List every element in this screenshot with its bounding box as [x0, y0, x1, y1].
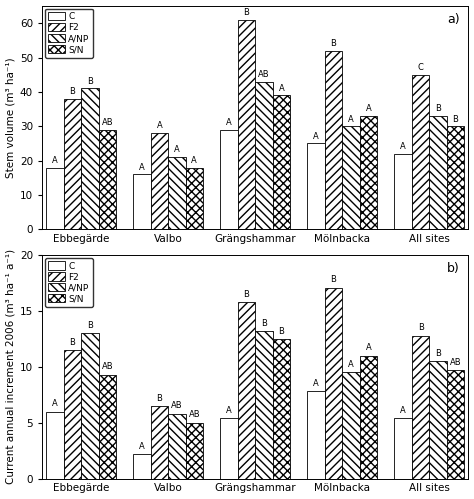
- Bar: [447, 370, 464, 479]
- Bar: [342, 372, 360, 479]
- Text: A: A: [174, 145, 180, 154]
- Bar: [360, 116, 377, 230]
- Text: A: A: [52, 399, 58, 408]
- Text: AB: AB: [101, 118, 113, 127]
- Bar: [220, 418, 238, 479]
- Bar: [394, 154, 412, 230]
- Legend: C, F2, A/NP, S/N: C, F2, A/NP, S/N: [45, 258, 93, 307]
- Text: C: C: [418, 63, 423, 72]
- Text: b): b): [447, 262, 460, 275]
- Bar: [64, 350, 81, 479]
- Bar: [168, 414, 186, 479]
- Text: A: A: [226, 118, 232, 127]
- Bar: [325, 287, 342, 479]
- Legend: C, F2, A/NP, S/N: C, F2, A/NP, S/N: [45, 8, 93, 58]
- Text: B: B: [453, 114, 458, 124]
- Bar: [220, 130, 238, 230]
- Text: A: A: [139, 442, 145, 451]
- Text: A: A: [156, 121, 163, 130]
- Bar: [46, 412, 64, 479]
- Text: A: A: [278, 83, 284, 93]
- Bar: [99, 130, 116, 230]
- Y-axis label: Current annual increment 2006 (m³ ha⁻¹ a⁻¹): Current annual increment 2006 (m³ ha⁻¹ a…: [6, 250, 16, 485]
- Text: AB: AB: [101, 362, 113, 371]
- Bar: [168, 157, 186, 230]
- Bar: [46, 168, 64, 230]
- Bar: [447, 126, 464, 230]
- Bar: [81, 333, 99, 479]
- Text: A: A: [348, 360, 354, 369]
- Text: A: A: [401, 142, 406, 151]
- Text: A: A: [365, 343, 371, 352]
- Bar: [273, 339, 290, 479]
- Text: A: A: [226, 406, 232, 415]
- Bar: [429, 361, 447, 479]
- Bar: [394, 418, 412, 479]
- Bar: [133, 174, 151, 230]
- Bar: [133, 454, 151, 479]
- Bar: [325, 50, 342, 230]
- Text: B: B: [261, 319, 267, 328]
- Text: B: B: [244, 290, 249, 299]
- Text: B: B: [87, 321, 93, 330]
- Bar: [99, 375, 116, 479]
- Bar: [412, 336, 429, 479]
- Bar: [360, 356, 377, 479]
- Text: A: A: [52, 156, 58, 165]
- Text: A: A: [348, 114, 354, 124]
- Text: B: B: [330, 275, 337, 284]
- Text: B: B: [418, 323, 423, 332]
- Bar: [81, 88, 99, 230]
- Text: AB: AB: [171, 401, 182, 411]
- Bar: [255, 331, 273, 479]
- Text: B: B: [278, 327, 284, 336]
- Text: B: B: [87, 77, 93, 86]
- Bar: [255, 81, 273, 230]
- Bar: [238, 19, 255, 230]
- Text: A: A: [313, 379, 319, 388]
- Text: B: B: [330, 39, 337, 48]
- Text: A: A: [191, 156, 197, 165]
- Text: A: A: [139, 163, 145, 172]
- Y-axis label: Stem volume (m³ ha⁻¹): Stem volume (m³ ha⁻¹): [6, 57, 16, 178]
- Bar: [412, 75, 429, 230]
- Text: AB: AB: [258, 70, 270, 79]
- Text: A: A: [313, 132, 319, 141]
- Text: B: B: [70, 87, 75, 96]
- Bar: [342, 126, 360, 230]
- Text: AB: AB: [189, 410, 200, 419]
- Bar: [273, 95, 290, 230]
- Text: A: A: [401, 406, 406, 415]
- Bar: [151, 133, 168, 230]
- Bar: [429, 116, 447, 230]
- Bar: [186, 423, 203, 479]
- Text: B: B: [244, 8, 249, 17]
- Text: A: A: [365, 104, 371, 113]
- Text: B: B: [435, 104, 441, 113]
- Bar: [64, 99, 81, 230]
- Text: AB: AB: [449, 358, 461, 367]
- Text: B: B: [435, 349, 441, 358]
- Bar: [238, 302, 255, 479]
- Bar: [308, 391, 325, 479]
- Text: B: B: [156, 394, 163, 403]
- Text: B: B: [70, 338, 75, 347]
- Bar: [186, 168, 203, 230]
- Bar: [151, 406, 168, 479]
- Bar: [308, 143, 325, 230]
- Text: a): a): [447, 12, 460, 25]
